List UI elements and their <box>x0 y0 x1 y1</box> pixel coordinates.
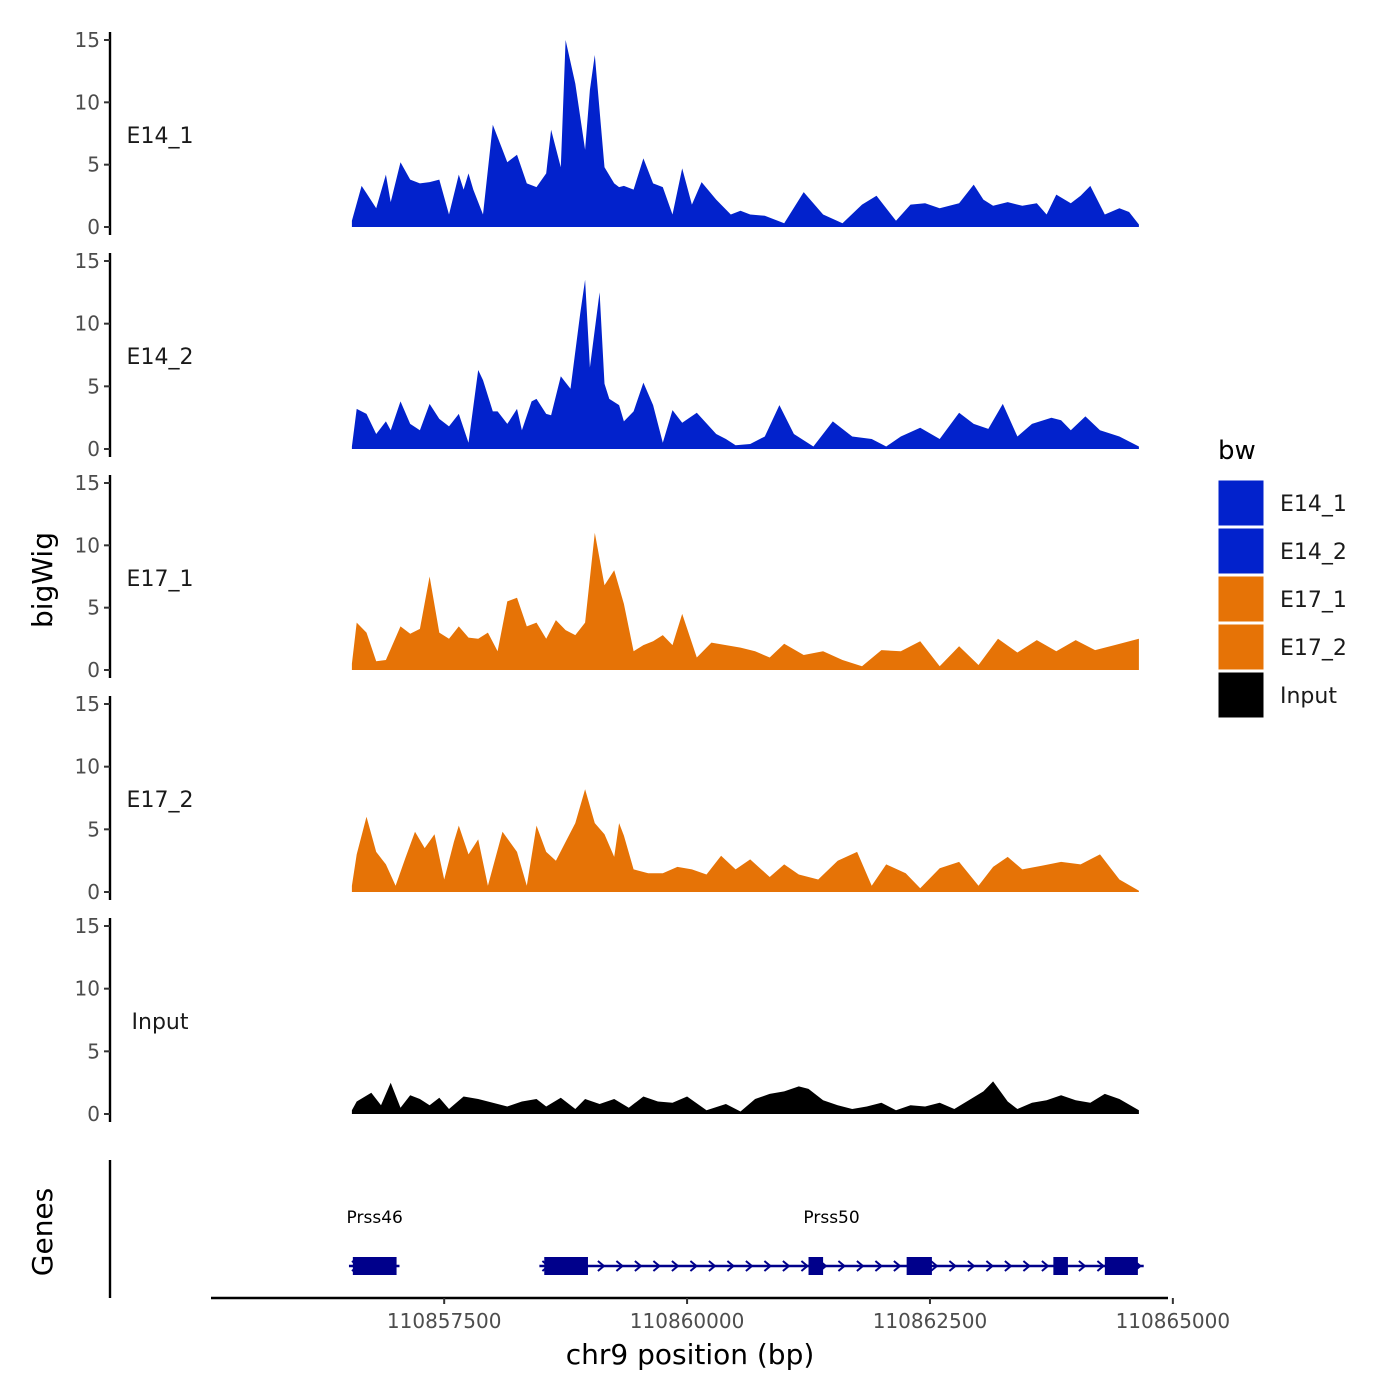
track-E14_1: 0 5 10 15 E14_1 <box>75 28 1139 239</box>
y-tick-label: 15 <box>75 471 100 495</box>
strand-arrow <box>652 1260 661 1272</box>
track-E14_2: 0 5 10 15 E14_2 <box>75 249 1139 461</box>
gene-Prss46: Prss46 <box>347 1208 403 1275</box>
strand-arrow <box>1004 1260 1013 1272</box>
y-tick-label: 5 <box>87 817 100 841</box>
exon-block <box>544 1257 588 1275</box>
coverage-area <box>351 279 1139 449</box>
track-label: E17_2 <box>127 788 194 813</box>
legend-item-E17_1: E17_1 <box>1217 575 1347 623</box>
y-tick-label: 0 <box>87 658 100 682</box>
y-tick-label: 10 <box>75 755 100 779</box>
strand-arrow <box>930 1260 939 1272</box>
y-tick-label: 15 <box>75 28 100 52</box>
strand-arrow <box>689 1260 698 1272</box>
track-label: Input <box>132 1010 189 1035</box>
y-tick-label: 5 <box>87 153 100 177</box>
legend-label: E17_1 <box>1280 588 1347 613</box>
strand-arrow <box>1078 1260 1087 1272</box>
x-axis-title: chr9 position (bp) <box>566 1338 815 1371</box>
legend-item-E14_1: E14_1 <box>1217 479 1347 527</box>
gene-track-title: Genes <box>26 1188 59 1276</box>
exon-block <box>808 1257 824 1275</box>
strand-arrow <box>763 1260 772 1272</box>
legend-item-E14_2: E14_2 <box>1217 527 1347 575</box>
x-tick-label: 110857500 <box>387 1309 502 1333</box>
track-label: E14_2 <box>127 345 194 370</box>
legend-item-E17_2: E17_2 <box>1217 623 1347 671</box>
gene-Prss50: Prss50 <box>539 1208 1144 1275</box>
strand-arrow <box>708 1260 717 1272</box>
y-tick-label: 15 <box>75 249 100 273</box>
legend-swatch <box>1217 623 1265 671</box>
coverage-area <box>351 40 1139 227</box>
exon-block <box>352 1257 397 1275</box>
y-tick-label: 10 <box>75 977 100 1001</box>
x-axis: 110857500 110860000 110862500 110865000 <box>211 1296 1231 1333</box>
track-E17_1: 0 5 10 15 E17_1 <box>75 471 1139 682</box>
legend-label: Input <box>1280 684 1337 709</box>
legend-item-Input: Input <box>1217 671 1337 719</box>
exon-block <box>1053 1257 1068 1275</box>
legend-label: E14_1 <box>1280 492 1347 517</box>
x-tick-label: 110860000 <box>630 1309 745 1333</box>
legend-label: E17_2 <box>1280 636 1347 661</box>
legend-swatch <box>1217 575 1265 623</box>
track-E17_2: 0 5 10 15 E17_2 <box>75 692 1139 904</box>
coverage-area <box>351 789 1139 892</box>
legend-title: bw <box>1218 436 1256 466</box>
strand-arrow <box>837 1260 846 1272</box>
strand-arrow <box>1022 1260 1031 1272</box>
strand-arrow <box>1041 1260 1050 1272</box>
legend-label: E14_2 <box>1280 540 1347 565</box>
strand-arrow <box>985 1260 994 1272</box>
y-tick-label: 10 <box>75 312 100 336</box>
strand-arrow <box>597 1260 606 1272</box>
y-tick-label: 0 <box>87 437 100 461</box>
legend-swatch <box>1217 479 1265 527</box>
strand-arrow <box>1096 1260 1105 1272</box>
strand-arrow <box>726 1260 735 1272</box>
exon-block <box>906 1257 932 1275</box>
y-tick-label: 5 <box>87 596 100 620</box>
strand-arrow <box>967 1260 976 1272</box>
strand-arrow <box>948 1260 957 1272</box>
gene-label: Prss46 <box>347 1208 403 1228</box>
x-tick-label: 110865000 <box>1116 1309 1231 1333</box>
y-axis-title: bigWig <box>26 532 59 628</box>
legend-swatch <box>1217 527 1265 575</box>
strand-arrow <box>856 1260 865 1272</box>
strand-arrow <box>615 1260 624 1272</box>
y-tick-label: 0 <box>87 1102 100 1126</box>
strand-arrow <box>782 1260 791 1272</box>
strand-arrow <box>874 1260 883 1272</box>
y-tick-label: 10 <box>75 533 100 557</box>
coverage-area <box>351 532 1139 670</box>
x-tick-label: 110862500 <box>873 1309 988 1333</box>
y-tick-label: 0 <box>87 215 100 239</box>
strand-arrow <box>745 1260 754 1272</box>
strand-arrow <box>671 1260 680 1272</box>
gene-track: Prss46 Prss50 <box>108 1160 1144 1298</box>
exon-block <box>1104 1257 1138 1275</box>
coverage-tracks: 0 5 10 15 E14_1 0 5 10 15 E14_2 0 5 10 15 E17_1 0 5 10 15 E… <box>75 28 1139 1126</box>
track-label: E17_1 <box>127 567 194 592</box>
track-Input: 0 5 10 15 Input <box>75 914 1139 1126</box>
strand-arrow <box>800 1260 809 1272</box>
coverage-area <box>351 1081 1139 1114</box>
strand-arrow <box>634 1260 643 1272</box>
legend-swatch <box>1217 671 1265 719</box>
strand-arrow <box>893 1260 902 1272</box>
gene-label: Prss50 <box>803 1208 859 1228</box>
legend: bw E14_1 E14_2 E17_1 E17_2 Input <box>1217 436 1347 719</box>
y-tick-label: 15 <box>75 692 100 716</box>
y-tick-label: 0 <box>87 880 100 904</box>
y-tick-label: 5 <box>87 374 100 398</box>
track-label: E14_1 <box>127 124 194 149</box>
y-tick-label: 5 <box>87 1039 100 1063</box>
y-tick-label: 10 <box>75 90 100 114</box>
y-tick-label: 15 <box>75 914 100 938</box>
